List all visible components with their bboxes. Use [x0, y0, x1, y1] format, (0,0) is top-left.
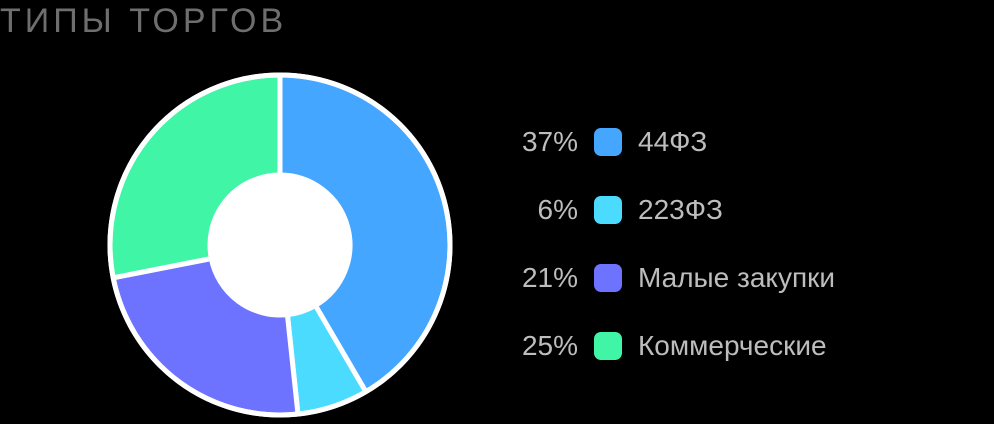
chart-title: ТИПЫ ТОРГОВ [0, 2, 288, 40]
legend-item-223fz: 6% 223ФЗ [460, 186, 960, 234]
legend-label: 44ФЗ [638, 126, 708, 157]
legend-item-44fz: 37% 44ФЗ [460, 118, 960, 166]
legend-percent: 6% [537, 194, 578, 225]
legend-percent: 25% [521, 330, 578, 361]
legend-percent: 37% [521, 126, 578, 157]
legend-swatch [594, 196, 622, 224]
legend-swatch [594, 128, 622, 156]
legend-item-small-purchases: 21% Малые закупки [460, 254, 960, 302]
legend-label: Коммерческие [638, 330, 827, 361]
legend-label: Малые закупки [638, 262, 836, 293]
donut-hole [210, 175, 350, 315]
legend-swatch [594, 332, 622, 360]
donut-outer-ring [107, 72, 453, 418]
legend-percent: 21% [521, 262, 578, 293]
legend-swatch [594, 264, 622, 292]
legend-label: 223ФЗ [638, 194, 723, 225]
legend-item-commercial: 25% Коммерческие [460, 322, 960, 370]
